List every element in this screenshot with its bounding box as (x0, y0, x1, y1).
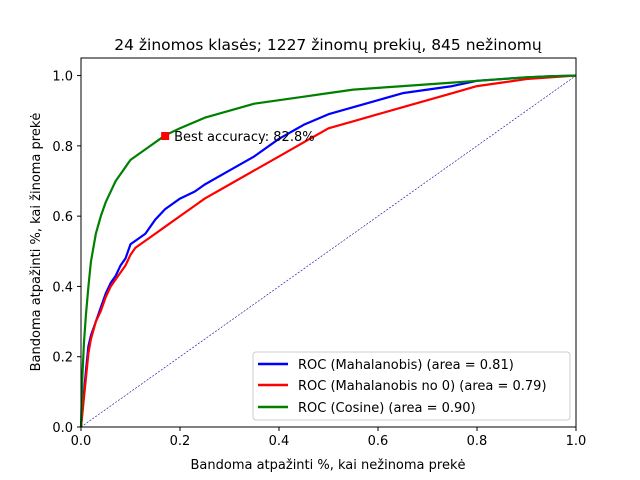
best-accuracy-marker (161, 132, 170, 141)
chart-title: 24 žinomos klasės; 1227 žinomų prekių, 8… (114, 36, 542, 54)
y-tick-label: 0.8 (52, 140, 73, 155)
legend: ROC (Mahalanobis) (area = 0.81) ROC (Mah… (252, 351, 571, 421)
axes-frame (80, 57, 577, 428)
y-tick-label: 0.4 (52, 280, 73, 295)
best-accuracy-annotation: Best accuracy: 82.8% (174, 130, 314, 145)
x-axis-label: Bandoma atpažinti %, kai nežinoma prekė (191, 458, 466, 473)
x-tick-label: 0.2 (170, 434, 191, 449)
y-axis-label: Bandoma atpažinti %, kai žinoma prekė (29, 113, 44, 372)
x-tick-label: 1.0 (566, 434, 587, 449)
legend-label-mahalanobis-no-0: ROC (Mahalanobis no 0) (area = 0.79) (298, 379, 547, 394)
legend-label-mahalanobis: ROC (Mahalanobis) (area = 0.81) (298, 358, 514, 373)
x-tick-label: 0.6 (368, 434, 389, 449)
x-tick-label: 0.0 (71, 434, 92, 449)
plot-area: Best accuracy: 82.8% (79, 74, 577, 428)
y-tick-label: 0.0 (52, 421, 73, 436)
series-line-1 (79, 74, 577, 428)
x-tick-label: 0.4 (269, 434, 290, 449)
x-tick-label: 0.8 (467, 434, 488, 449)
chance-diagonal-line (80, 75, 577, 428)
series-line-0 (79, 74, 577, 428)
axis-ticks: 0.0 0.2 0.4 0.6 0.8 1.0 0.0 0.2 0.4 0.6 0.8 1.0 (52, 70, 586, 449)
y-tick-label: 0.2 (52, 351, 73, 366)
legend-box (252, 351, 571, 421)
y-tick-label: 0.6 (52, 210, 73, 225)
legend-label-cosine: ROC (Cosine) (area = 0.90) (298, 401, 476, 416)
y-tick-label: 1.0 (52, 70, 73, 85)
